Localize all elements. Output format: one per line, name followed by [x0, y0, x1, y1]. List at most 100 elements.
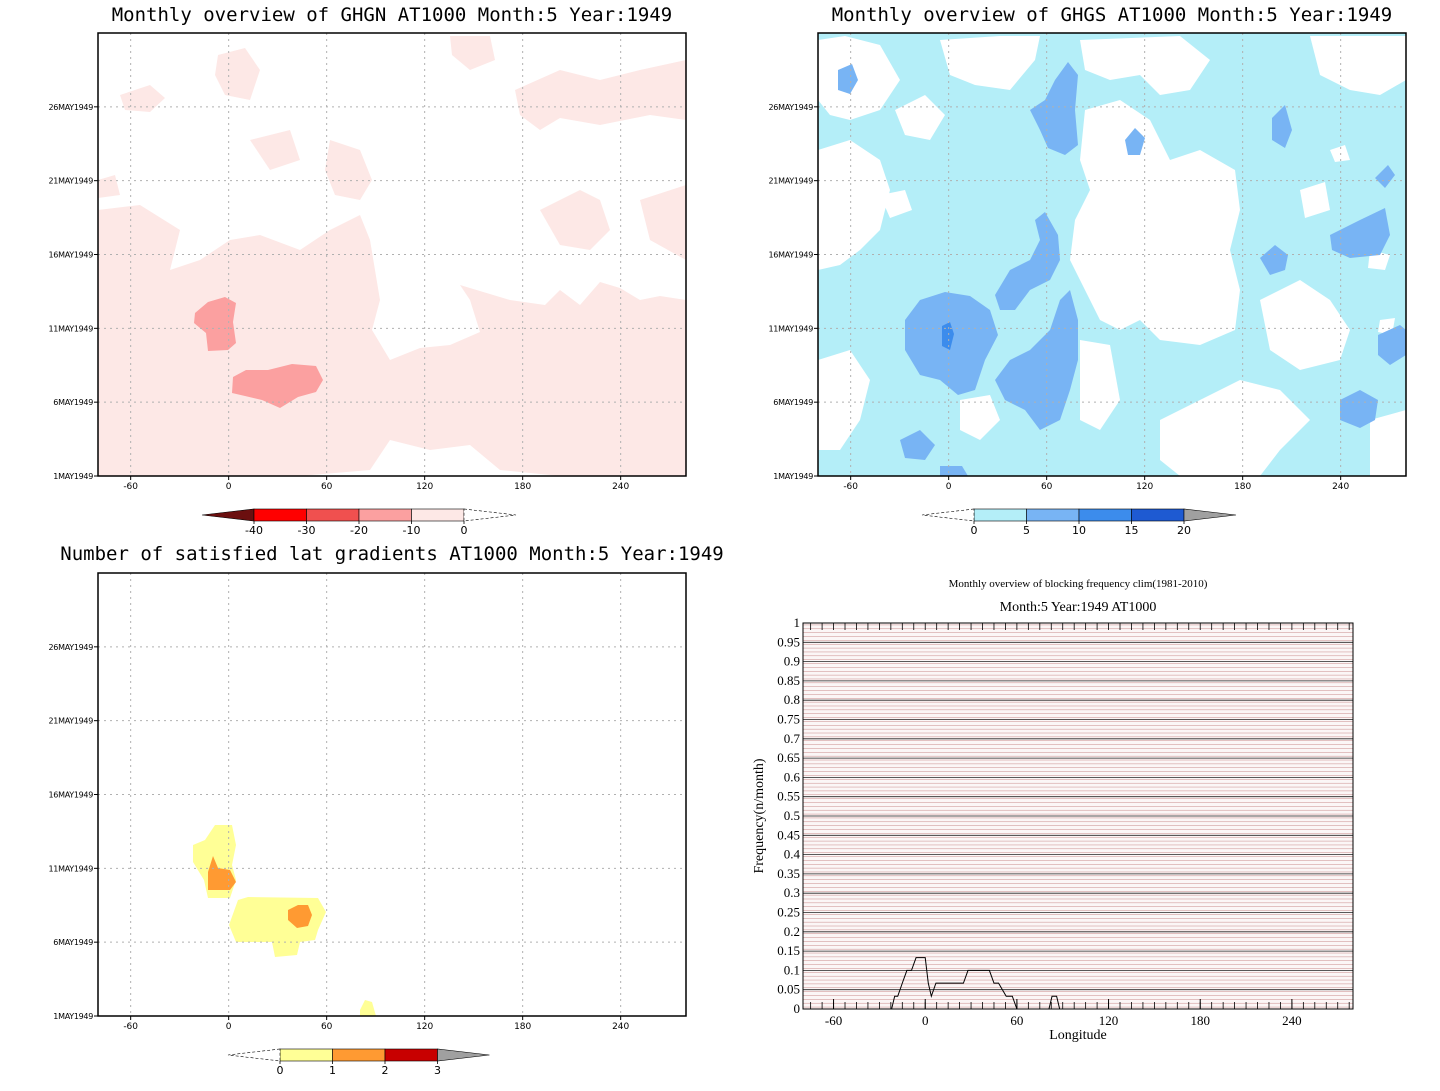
x-tick-label: 240 [612, 1022, 629, 1032]
colorbar-low-extension [921, 508, 975, 522]
y-tick-label: 21MAY1949 [769, 177, 814, 186]
blocking-frequency-panel: Monthly overview of blocking frequency c… [752, 578, 1354, 1043]
ghgs-title: Monthly overview of GHGS AT1000 Month:5 … [832, 4, 1393, 26]
x-tick-label: -60 [123, 482, 138, 492]
y-tick-label: 0.45 [777, 827, 800, 842]
y-tick-label: 0.55 [777, 789, 800, 804]
colorbar-label: -40 [245, 524, 263, 537]
colorbar-label: 20 [1177, 524, 1191, 537]
colorbar-label: -30 [298, 524, 316, 537]
x-tick-label: 240 [1282, 1013, 1302, 1028]
x-tick-label: 180 [1234, 482, 1251, 492]
ghgs-y-ticks: 1MAY1949 6MAY1949 11MAY1949 16MAY1949 21MAY1… [769, 103, 818, 481]
y-tick-label: 16MAY1949 [769, 251, 814, 260]
blocking-ylabel: Frequency(n/month) [752, 758, 767, 873]
colorbar-label: 0 [277, 1064, 284, 1077]
blocking-title: Monthly overview of blocking frequency c… [949, 578, 1208, 590]
y-tick-label: 0.85 [777, 673, 800, 688]
y-tick-label: 0.25 [777, 905, 800, 920]
lat-gradients-gridlines [98, 573, 686, 1016]
colorbar-box [973, 508, 1027, 522]
y-tick-label: 6MAY1949 [773, 398, 813, 407]
y-tick-label: 26MAY1949 [49, 643, 94, 652]
x-tick-label: 60 [321, 1022, 333, 1032]
lat-gradients-title: Number of satisfied lat gradients AT1000… [60, 543, 723, 565]
y-tick-label: 0.15 [777, 943, 800, 958]
y-tick-label: 11MAY1949 [49, 324, 94, 333]
y-tick-label: 0.4 [784, 847, 801, 862]
colorbar-label: -20 [350, 524, 368, 537]
x-tick-label: 120 [1136, 482, 1153, 492]
y-tick-label: 1MAY1949 [53, 472, 93, 481]
y-tick-label: 0.7 [784, 731, 801, 746]
y-tick-label: 21MAY1949 [49, 177, 94, 186]
y-tick-label: 0 [794, 1001, 801, 1016]
colorbar-label: 2 [382, 1064, 389, 1077]
ghgs-colorbar: 0 5 10 15 20 [921, 508, 1237, 537]
colorbar-label: 0 [461, 524, 468, 537]
lat-gradients-y-ticks: 1MAY1949 6MAY1949 11MAY1949 16MAY1949 21MAY1… [49, 643, 98, 1021]
blocking-y-ticks: 0 0.05 0.1 0.15 0.2 0.25 0.3 0.35 0.4 0.45 0.5 0.55… [777, 615, 800, 1016]
blocking-series [891, 957, 1061, 1010]
y-tick-label: 0.05 [777, 982, 800, 997]
x-tick-label: 120 [416, 482, 433, 492]
y-tick-label: 6MAY1949 [53, 938, 93, 947]
y-tick-label: 0.1 [784, 962, 800, 977]
y-tick-label: 21MAY1949 [49, 717, 94, 726]
colorbar-high-extension [437, 1048, 490, 1062]
colorbar-box [253, 508, 307, 522]
y-tick-label: 11MAY1949 [769, 324, 814, 333]
blocking-frame [802, 622, 1354, 1010]
colorbar-box [1078, 508, 1132, 522]
colorbar-box [332, 1048, 386, 1062]
blocking-subtitle: Month:5 Year:1949 AT1000 [1000, 600, 1157, 615]
lat-gradients-x-ticks: -60 0 60 120 180 240 [123, 1016, 630, 1032]
x-tick-label: 60 [1010, 1013, 1023, 1028]
y-tick-label: 1MAY1949 [53, 1012, 93, 1021]
frequency-line [891, 957, 1061, 1010]
colorbar-box [411, 508, 465, 522]
ghgn-y-ticks: 1MAY1949 6MAY1949 11MAY1949 16MAY1949 21MAY1… [49, 103, 98, 481]
x-tick-label: 60 [321, 482, 333, 492]
x-tick-label: -60 [825, 1013, 842, 1028]
ghgn-gridlines [98, 33, 686, 476]
x-tick-label: 240 [612, 482, 629, 492]
lat-gradients-panel: Number of satisfied lat gradients AT1000… [49, 543, 724, 1077]
colorbar-low-extension [201, 508, 255, 522]
y-tick-label: 1MAY1949 [773, 472, 813, 481]
y-tick-label: 26MAY1949 [769, 103, 814, 112]
colorbar-box [358, 508, 412, 522]
y-tick-label: 11MAY1949 [49, 864, 94, 873]
y-tick-label: 0.35 [777, 866, 800, 881]
colorbar-label: 15 [1125, 524, 1139, 537]
y-tick-label: 26MAY1949 [49, 103, 94, 112]
ghgn-panel: Monthly overview of GHGN AT1000 Month:5 … [49, 4, 687, 537]
x-tick-label: 120 [1099, 1013, 1119, 1028]
blocking-hatch-lines [803, 624, 1353, 1008]
ghgs-gridlines [818, 33, 1406, 476]
y-tick-label: 0.3 [784, 885, 800, 900]
ghgn-x-ticks: -60 0 60 120 180 240 [123, 476, 630, 492]
ghgs-panel: Monthly overview of GHGS AT1000 Month:5 … [769, 4, 1407, 537]
y-tick-label: 0.2 [784, 924, 800, 939]
colorbar-high-extension [463, 508, 517, 522]
colorbar-box [1131, 508, 1185, 522]
x-tick-label: 180 [514, 482, 531, 492]
y-tick-label: 1 [794, 615, 801, 630]
y-tick-label: 0.8 [784, 692, 800, 707]
colorbar-label: -10 [403, 524, 421, 537]
y-tick-label: 0.9 [784, 654, 800, 669]
x-tick-label: 0 [946, 482, 952, 492]
blocking-xlabel: Longitude [1049, 1028, 1107, 1043]
y-tick-label: 0.5 [784, 808, 800, 823]
x-tick-label: -60 [843, 482, 858, 492]
blocking-x-ticks: -60 0 60 120 180 240 [825, 999, 1302, 1028]
ghgn-colorbar: -40 -30 -20 -10 0 [201, 508, 517, 537]
x-tick-label: -60 [123, 1022, 138, 1032]
lat-gradients-colorbar: 0 1 2 3 [227, 1048, 490, 1077]
colorbar-label: 0 [971, 524, 978, 537]
colorbar-box [279, 1048, 333, 1062]
colorbar-low-extension [227, 1048, 281, 1062]
ghgn-title: Monthly overview of GHGN AT1000 Month:5 … [112, 4, 673, 26]
